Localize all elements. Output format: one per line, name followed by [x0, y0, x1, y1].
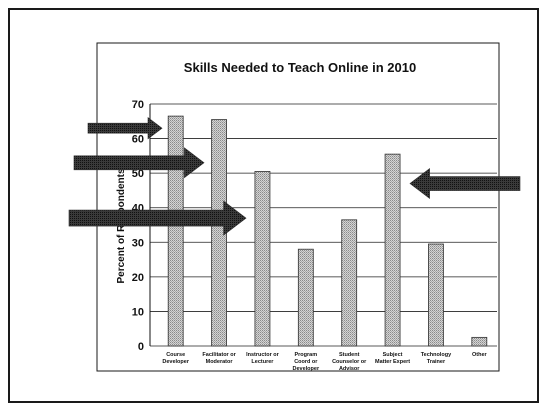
- y-tick-label: 60: [132, 134, 144, 146]
- y-tick-label: 10: [132, 306, 144, 318]
- x-tick-label: Subject: [383, 352, 403, 358]
- x-tick-label: Coord or: [294, 359, 318, 365]
- x-tick-label: Other: [472, 352, 488, 358]
- x-tick-label: Developer: [162, 359, 189, 365]
- x-tick-label: Student: [339, 352, 360, 358]
- x-tick-label: Developer: [293, 366, 320, 372]
- x-tick-label: Counselor or: [332, 359, 367, 365]
- arrow-right-icon: [68, 200, 247, 236]
- y-tick-label: 0: [138, 341, 144, 353]
- x-tick-label: Technology: [421, 352, 452, 358]
- x-tick-label: Trainer: [427, 359, 446, 365]
- gridlines: [149, 103, 497, 347]
- bar: [254, 171, 271, 347]
- x-tick-label: Instructor or: [246, 352, 280, 358]
- x-tick-label: Course: [166, 352, 185, 358]
- x-tick-label: Facilitator or: [202, 352, 236, 358]
- bar: [384, 153, 401, 347]
- arrow-right-icon: [87, 116, 163, 140]
- arrow-right-icon: [73, 147, 205, 179]
- chart-title: Skills Needed to Teach Online in 2010: [184, 60, 416, 75]
- bar: [471, 336, 488, 347]
- y-tick-label: 20: [132, 272, 144, 284]
- x-tick-label: Program: [295, 352, 318, 358]
- arrow-left-icon: [409, 168, 521, 199]
- y-tick-label: 70: [132, 99, 144, 111]
- annotation-arrows: [68, 116, 521, 236]
- x-tick-label: Moderator: [206, 359, 234, 365]
- x-tick-label: Advisor: [339, 366, 360, 372]
- x-tick-label: Matter Expert: [375, 359, 410, 365]
- y-tick-label: 50: [132, 168, 144, 180]
- bar: [167, 115, 184, 347]
- y-tick-label: 30: [132, 237, 144, 249]
- bar: [297, 248, 314, 347]
- bar: [341, 219, 358, 347]
- x-tick-label: Lecturer: [251, 359, 274, 365]
- bar: [428, 243, 444, 347]
